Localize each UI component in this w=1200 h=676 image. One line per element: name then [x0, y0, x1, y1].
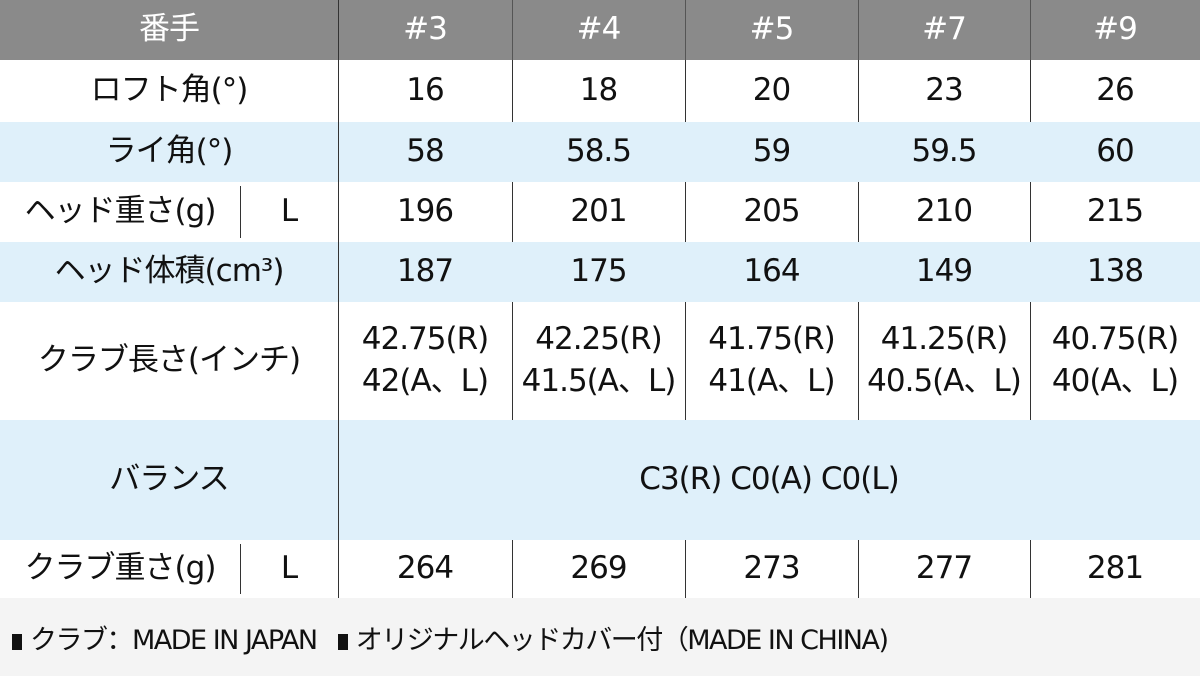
divider: [512, 0, 513, 60]
row-value: 187: [396, 253, 454, 290]
row-value: 264: [396, 550, 454, 587]
row-value: 164: [743, 253, 800, 290]
divider: [685, 540, 686, 598]
divider: [240, 544, 241, 594]
row-label: ロフト角(°): [90, 72, 249, 109]
row-value: 23: [925, 72, 963, 109]
footer-notes: クラブ：MADE IN JAPAN オリジナルヘッドカバー付（MADE IN C…: [12, 618, 889, 657]
table-row: クラブ長さ(インチ) 42.75(R) 42(A、L) 42.25(R) 41.5(…: [0, 302, 1200, 420]
table-row: ヘッド体積(cm³) 187 175 164 149 138: [0, 242, 1200, 302]
row-sublabel: L: [280, 193, 298, 230]
divider: [1030, 182, 1031, 242]
bullet-square-icon: [12, 633, 22, 650]
row-label: クラブ長さ(インチ): [37, 342, 301, 379]
divider: [858, 60, 859, 122]
divider: [1030, 540, 1031, 598]
divider: [858, 540, 859, 598]
row-value: C3(R) C0(A) C0(L): [639, 461, 899, 498]
row-value: 215: [1086, 193, 1144, 230]
table-row: ヘッド重さ(g) L 196 201 205 210 215: [0, 182, 1200, 242]
table-row: ライ角(°) 58 58.5 59 59.5 60: [0, 122, 1200, 182]
footer: [0, 598, 1200, 676]
row-value: 277: [915, 550, 973, 587]
header-row: 番手 #3 #4 #5 #7 #9: [0, 0, 1200, 60]
row-value: 205: [743, 193, 800, 230]
row-value: 201: [570, 193, 627, 230]
row-value: 149: [915, 253, 973, 290]
divider: [685, 182, 686, 242]
row-value: 59.5: [911, 133, 977, 170]
row-value: 26: [1096, 72, 1134, 109]
row-value: 40.75(R) 40(A、L): [1051, 321, 1179, 399]
table-row: バランス C3(R) C0(A) C0(L): [0, 420, 1200, 540]
table-row: ロフト角(°) 16 18 20 23 26: [0, 60, 1200, 122]
row-value: 58.5: [565, 133, 632, 170]
row-value: 269: [570, 550, 627, 587]
header-column: #7: [922, 11, 967, 48]
row-label: ヘッド重さ(g): [24, 193, 217, 230]
divider: [685, 0, 686, 60]
row-sublabel: L: [280, 550, 298, 587]
row-value: 41.25(R) 40.5(A、L): [867, 321, 1022, 399]
row-value: 281: [1086, 550, 1144, 587]
divider: [512, 540, 513, 598]
divider: [685, 302, 686, 420]
made-in-note: クラブ：MADE IN JAPAN: [30, 625, 318, 656]
row-label: ライ角(°): [105, 133, 234, 170]
row-value: 42.25(R) 41.5(A、L): [521, 321, 677, 399]
row-value: 60: [1096, 133, 1134, 170]
row-value: 18: [579, 72, 618, 109]
header-column: #5: [749, 11, 795, 48]
row-value: 20: [752, 72, 791, 109]
headcover-note: オリジナルヘッドカバー付（MADE IN CHINA): [355, 625, 889, 656]
row-value: 41.75(R) 41(A、L): [708, 321, 835, 399]
divider: [858, 302, 859, 420]
divider: [338, 0, 339, 598]
divider: [1030, 60, 1031, 122]
row-label: クラブ重さ(g): [24, 550, 217, 587]
divider: [512, 182, 513, 242]
divider: [858, 182, 859, 242]
header-column: #3: [403, 11, 448, 48]
header-column: #9: [1093, 11, 1138, 48]
bullet-square-icon: [337, 633, 348, 650]
divider: [512, 60, 513, 122]
row-value: 16: [406, 72, 444, 109]
divider: [512, 302, 513, 420]
row-value: 59: [752, 133, 791, 170]
row-label: ヘッド体積(cm³): [54, 253, 285, 290]
table-row: クラブ重さ(g) L 264 269 273 277 281: [0, 540, 1200, 598]
row-label: バランス: [109, 461, 229, 498]
row-value: 175: [570, 253, 627, 290]
row-value: 42.75(R) 42(A、L): [361, 321, 489, 399]
row-value: 138: [1086, 253, 1144, 290]
divider: [685, 60, 686, 122]
row-value: 58: [406, 133, 444, 170]
divider: [1030, 302, 1031, 420]
row-value: 273: [743, 550, 800, 587]
header-column: #4: [576, 11, 622, 48]
divider: [858, 0, 859, 60]
row-value: 210: [915, 193, 973, 230]
header-label: 番手: [139, 11, 200, 48]
divider: [240, 186, 241, 238]
row-value: 196: [396, 193, 454, 230]
divider: [1030, 0, 1031, 60]
